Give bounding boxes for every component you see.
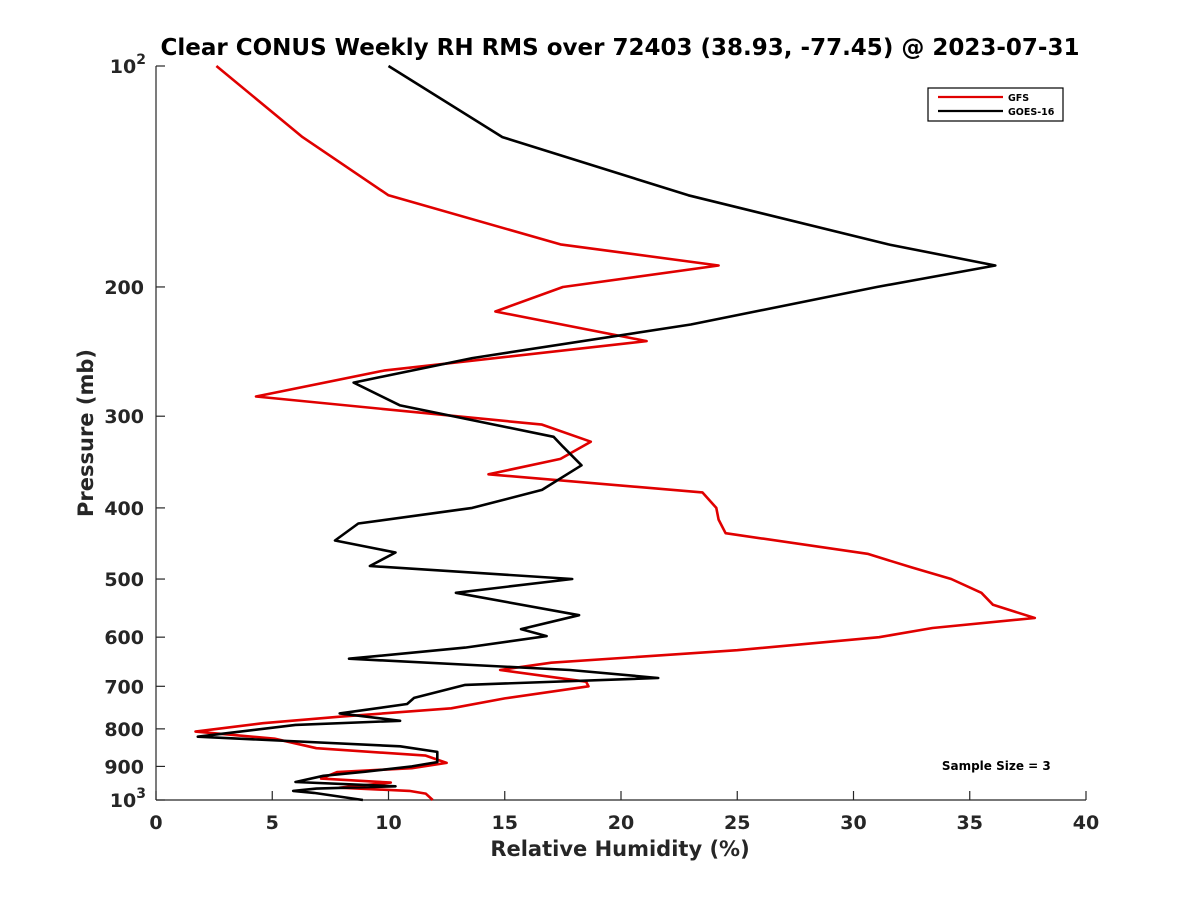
y-axis-label: Pressure (mb) bbox=[74, 349, 98, 517]
x-tick-label: 25 bbox=[724, 812, 750, 834]
legend-label-gfs: GFS bbox=[1008, 93, 1029, 104]
y-tick-label: 500 bbox=[104, 569, 144, 591]
y-tick-label: 400 bbox=[104, 498, 144, 520]
x-tick-label: 30 bbox=[840, 812, 866, 834]
series-layer bbox=[194, 64, 1037, 802]
x-tick-label: 0 bbox=[149, 812, 162, 834]
series-line-goes16 bbox=[196, 64, 997, 802]
x-tick-label: 20 bbox=[608, 812, 634, 834]
y-tick-label: 102 bbox=[110, 52, 146, 78]
x-tick-label: 40 bbox=[1073, 812, 1099, 834]
x-tick-label: 35 bbox=[957, 812, 983, 834]
legend-label-goes16: GOES-16 bbox=[1008, 107, 1055, 118]
y-tick-label: 900 bbox=[104, 756, 144, 778]
x-tick-label: 10 bbox=[375, 812, 401, 834]
series-line-gfs bbox=[194, 64, 1037, 801]
y-tick-label: 700 bbox=[104, 676, 144, 698]
legend-box bbox=[927, 87, 1064, 122]
y-tick-label: 300 bbox=[104, 406, 144, 428]
x-tick-label: 5 bbox=[266, 812, 279, 834]
legend: GFS GOES-16 bbox=[927, 87, 1064, 122]
y-tick-label: 200 bbox=[104, 277, 144, 299]
x-axis-label: Relative Humidity (%) bbox=[490, 837, 749, 861]
x-tick-label: 15 bbox=[492, 812, 518, 834]
y-tick-label: 800 bbox=[104, 719, 144, 741]
y-tick-label: 103 bbox=[110, 786, 146, 812]
sample-size-annotation: Sample Size = 3 bbox=[942, 759, 1051, 773]
y-ticks: 102 200 300 400 500 600 700 800 900 103 bbox=[104, 52, 165, 812]
chart-title: Clear CONUS Weekly RH RMS over 72403 (38… bbox=[161, 35, 1080, 61]
x-ticks: 0 5 10 15 20 25 30 35 40 bbox=[149, 791, 1099, 834]
y-tick-label: 600 bbox=[104, 627, 144, 649]
